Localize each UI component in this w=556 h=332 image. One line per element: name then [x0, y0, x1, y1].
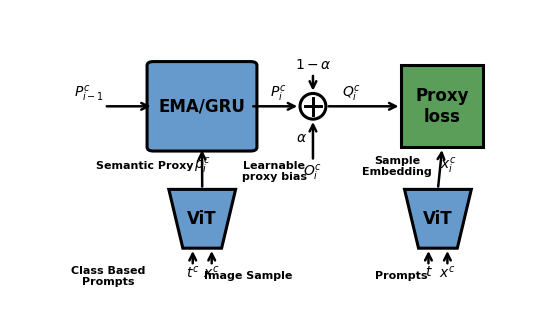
- Text: $\alpha$: $\alpha$: [296, 131, 306, 145]
- FancyBboxPatch shape: [147, 61, 257, 151]
- Text: Learnable
proxy bias: Learnable proxy bias: [242, 161, 307, 182]
- Text: $x^c_i$: $x^c_i$: [440, 156, 456, 176]
- Text: $t$: $t$: [424, 266, 433, 280]
- Text: $p^c_i$: $p^c_i$: [194, 156, 211, 176]
- Text: $P^c_i$: $P^c_i$: [270, 84, 287, 104]
- Text: Proxy
loss: Proxy loss: [415, 87, 469, 126]
- FancyBboxPatch shape: [401, 65, 483, 147]
- Text: $x^c$: $x^c$: [439, 265, 455, 281]
- Text: Semantic Proxy: Semantic Proxy: [96, 161, 193, 171]
- Text: $t^c$: $t^c$: [186, 265, 200, 281]
- Text: ViT: ViT: [187, 210, 217, 228]
- Text: $O^c_i$: $O^c_i$: [304, 163, 322, 183]
- Text: $P^c_{i-1}$: $P^c_{i-1}$: [74, 84, 104, 104]
- Text: $x^c$: $x^c$: [203, 265, 220, 281]
- Polygon shape: [169, 189, 236, 248]
- Text: ViT: ViT: [423, 210, 453, 228]
- Text: $Q^c_i$: $Q^c_i$: [342, 84, 361, 104]
- Text: EMA/GRU: EMA/GRU: [158, 97, 245, 115]
- Text: $1-\alpha$: $1-\alpha$: [295, 58, 331, 72]
- Text: Prompts: Prompts: [375, 271, 428, 281]
- Text: Image Sample: Image Sample: [204, 271, 292, 281]
- Polygon shape: [405, 189, 471, 248]
- Text: Class Based
Prompts: Class Based Prompts: [71, 266, 146, 287]
- Text: Sample
Embedding: Sample Embedding: [362, 156, 432, 177]
